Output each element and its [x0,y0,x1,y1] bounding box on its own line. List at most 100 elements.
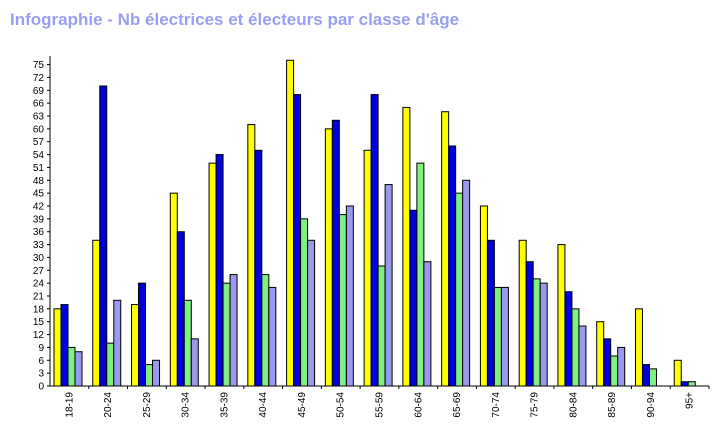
x-tick-label: 95+ [685,392,696,409]
x-tick-label: 80-84 [568,392,579,418]
y-tick-label: 60 [33,124,45,135]
y-tick-label: 12 [33,330,45,341]
bar [610,355,619,387]
bar [564,291,573,387]
x-tick-label: 20-24 [103,392,114,418]
bar [493,286,502,387]
bar [557,244,566,387]
x-tick-label: 60-64 [413,392,424,418]
bar [441,111,450,387]
bar [190,338,199,387]
bar [673,359,682,387]
bar [169,192,178,387]
bar [268,286,277,387]
bar [324,128,333,387]
bar [648,368,657,387]
bar [518,239,527,387]
y-tick-label: 33 [33,240,45,251]
bar [254,149,263,387]
bar [455,192,464,387]
bar [99,85,108,387]
bar [571,308,580,387]
bar [363,149,372,387]
bar [462,179,471,387]
chart-bars [53,59,696,387]
bar [208,162,217,387]
bar [53,308,62,387]
bar [152,359,161,387]
bar [92,239,101,387]
y-tick-label: 0 [38,382,44,393]
x-tick-label: 35-39 [219,392,230,418]
bar [106,342,115,387]
y-tick-label: 27 [33,266,45,277]
x-tick-label: 65-69 [452,392,463,418]
y-tick-label: 30 [33,253,45,264]
bar [286,59,295,387]
y-tick-label: 51 [33,163,45,174]
bar [331,119,340,387]
bar [377,265,386,387]
x-tick-label: 50-54 [336,392,347,418]
bar [500,286,509,387]
y-tick-label: 63 [33,112,45,123]
y-tick-label: 24 [33,279,45,290]
y-tick-label: 66 [33,99,45,110]
bar [578,325,587,387]
y-tick-label: 9 [38,343,44,354]
x-tick-label: 75-79 [530,392,541,418]
x-tick-label: 25-29 [142,392,153,418]
y-tick-label: 42 [33,202,45,213]
bar [229,274,238,387]
bar [67,346,76,387]
bar [370,94,379,387]
bar [596,321,605,387]
y-tick-label: 36 [33,227,45,238]
bar [687,381,696,387]
bar [416,162,425,387]
x-tick-label: 70-74 [491,392,502,418]
bar [539,282,548,387]
bar [423,261,432,387]
bar [402,106,411,387]
chart-title: Infographie - Nb électrices et électeurs… [10,10,460,29]
bar [384,184,393,387]
bar [215,154,224,387]
y-tick-label: 18 [33,304,45,315]
x-tick-label: 55-59 [375,392,386,418]
bar [261,274,270,387]
bar [60,304,69,387]
bar [131,304,140,387]
bar [183,299,192,387]
bar [300,218,309,387]
y-tick-label: 39 [33,214,45,225]
x-tick-label: 45-49 [297,392,308,418]
bar [634,308,643,387]
y-tick-label: 57 [33,137,45,148]
x-tick-label: 40-44 [258,392,269,418]
bar [176,231,185,387]
y-tick-label: 54 [33,150,45,161]
x-tick-label: 90-94 [646,392,657,418]
bar [145,364,154,387]
bar [532,278,541,387]
y-tick-label: 45 [33,189,45,200]
bar [222,282,231,387]
bar [338,214,347,387]
bar [409,209,418,387]
x-tick-label: 85-89 [607,392,618,418]
bar [307,239,316,387]
y-tick-label: 72 [33,73,45,84]
y-axis-labels: 0369121518212427303336394245485154576063… [33,60,45,392]
bar [448,145,457,387]
y-tick-label: 75 [33,60,45,71]
y-tick-label: 48 [33,176,45,187]
bar [345,205,354,387]
y-tick-label: 15 [33,317,45,328]
bar [74,351,83,387]
bar [247,124,256,387]
y-tick-label: 21 [33,292,45,303]
bar [479,205,488,387]
bar [486,239,495,387]
